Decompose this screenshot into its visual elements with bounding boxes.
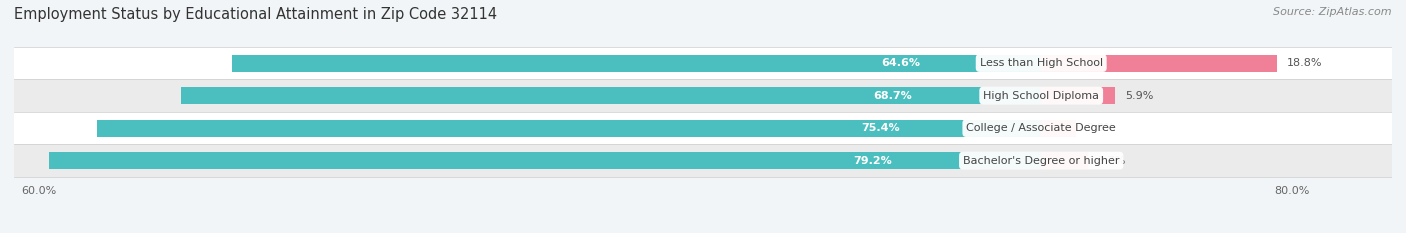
Bar (49, 152, 1042, 169)
Text: 75.4%: 75.4% (860, 123, 900, 133)
Legend: In Labor Force, Unemployed: In Labor Force, Unemployed (591, 230, 815, 233)
Bar (97, 120, 1042, 137)
Text: 2.8%: 2.8% (1087, 123, 1115, 133)
Text: 5.9%: 5.9% (1125, 91, 1153, 101)
Bar (14, 79, 1392, 112)
Text: 68.7%: 68.7% (873, 91, 912, 101)
Bar (232, 55, 1042, 72)
Text: Employment Status by Educational Attainment in Zip Code 32114: Employment Status by Educational Attainm… (14, 7, 498, 22)
Bar (1042, 55, 1277, 72)
Bar (1042, 87, 1115, 104)
Text: 3.7%: 3.7% (1098, 156, 1126, 166)
Bar (14, 47, 1392, 79)
Text: Source: ZipAtlas.com: Source: ZipAtlas.com (1274, 7, 1392, 17)
Text: Less than High School: Less than High School (980, 58, 1102, 68)
Bar (14, 144, 1392, 177)
Bar (1042, 152, 1088, 169)
Text: 18.8%: 18.8% (1286, 58, 1322, 68)
Text: 64.6%: 64.6% (880, 58, 920, 68)
Text: Bachelor's Degree or higher: Bachelor's Degree or higher (963, 156, 1119, 166)
Text: 79.2%: 79.2% (853, 156, 893, 166)
Text: College / Associate Degree: College / Associate Degree (966, 123, 1116, 133)
Bar (180, 87, 1042, 104)
Bar (1042, 120, 1076, 137)
Bar (14, 112, 1392, 144)
Text: High School Diploma: High School Diploma (983, 91, 1099, 101)
